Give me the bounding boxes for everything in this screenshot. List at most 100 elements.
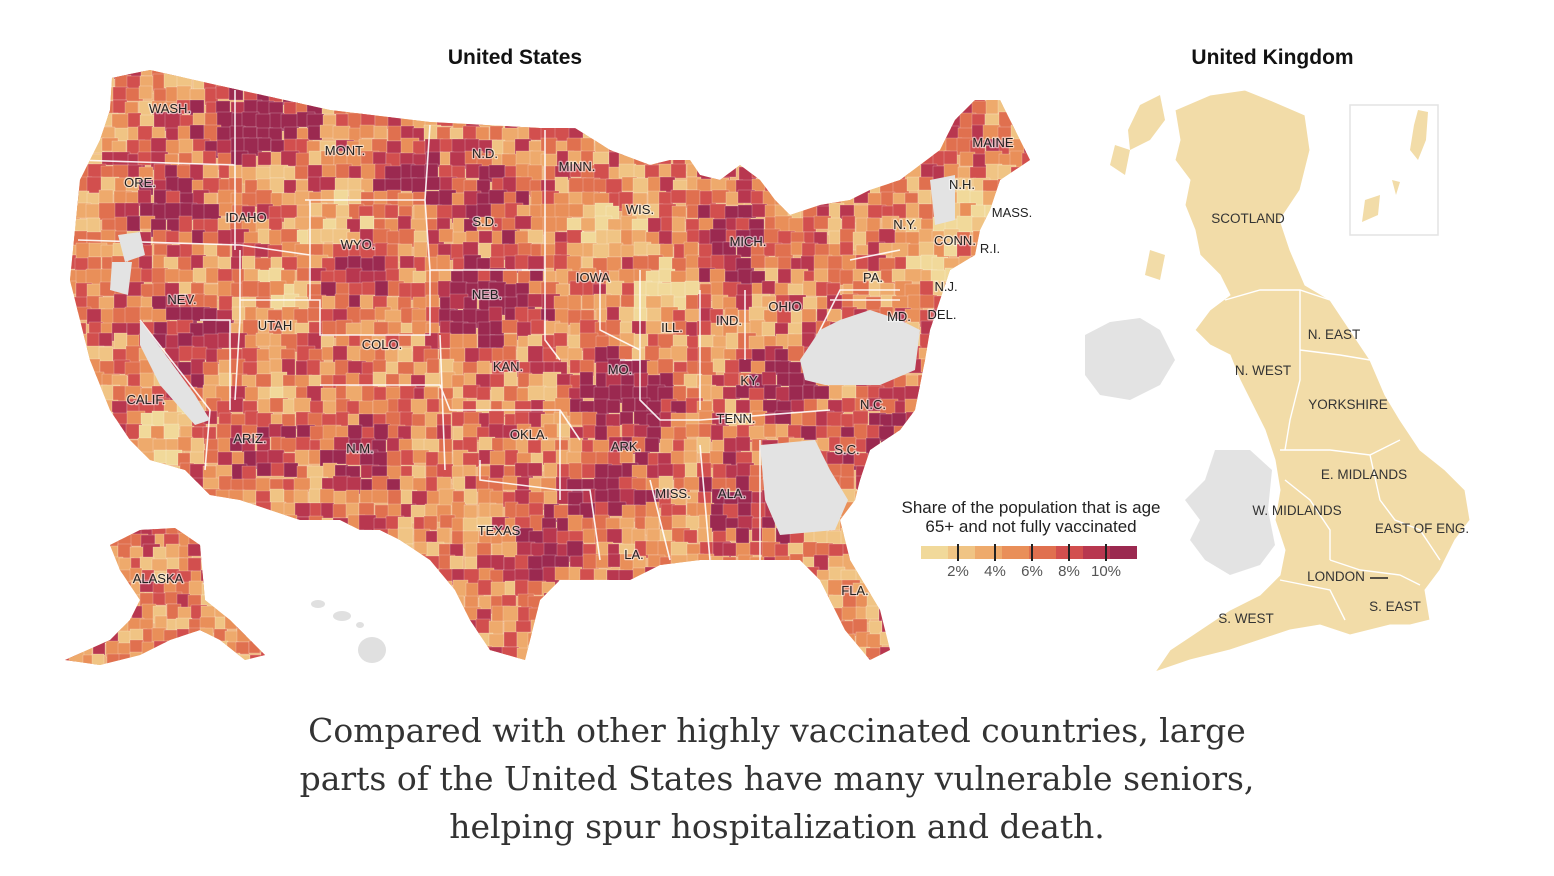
county-cell: [72, 439, 88, 454]
county-cell: [945, 462, 965, 480]
county-cell: [751, 113, 767, 130]
county-cell: [789, 569, 805, 588]
county-cell: [696, 70, 713, 80]
county-cell: [542, 527, 558, 545]
county-cell: [816, 164, 831, 183]
county-cell: [775, 608, 790, 626]
county-cell: [553, 332, 568, 349]
county-cell: [828, 72, 845, 90]
county-cell: [452, 579, 469, 598]
county-cell: [959, 672, 975, 688]
county-cell: [644, 657, 661, 660]
county-cell: [592, 594, 612, 609]
county-cell: [567, 514, 584, 534]
county-cell: [387, 555, 403, 574]
county-cell: [98, 70, 117, 80]
county-cell: [749, 581, 764, 598]
county-cell: [75, 88, 94, 106]
county-cell: [1024, 646, 1030, 660]
county-cell: [74, 218, 89, 233]
county-cell: [125, 501, 144, 519]
county-cell: [944, 619, 959, 639]
state-label: N.D.: [472, 146, 498, 161]
county-cell: [223, 652, 241, 665]
county-cell: [724, 307, 739, 322]
county-cell: [917, 595, 936, 614]
county-cell: [1022, 633, 1030, 651]
county-cell: [374, 242, 389, 258]
county-cell: [103, 567, 118, 584]
county-cell: [127, 491, 146, 506]
county-cell: [749, 74, 769, 91]
county-cell: [673, 567, 691, 585]
county-cell: [764, 112, 781, 131]
county-cell: [1023, 165, 1030, 182]
county-cell: [243, 592, 260, 607]
county-cell: [114, 452, 134, 471]
county-cell: [932, 386, 948, 401]
county-cell: [529, 70, 546, 76]
county-cell: [1022, 75, 1030, 90]
county-cell: [775, 101, 792, 119]
county-cell: [802, 280, 818, 297]
county-cell: [216, 580, 232, 600]
county-cell: [100, 438, 119, 455]
county-cell: [984, 270, 999, 287]
county-cell: [670, 581, 690, 599]
county-cell: [74, 542, 89, 560]
county-cell: [1010, 359, 1028, 374]
county-cell: [958, 412, 976, 428]
county-cell: [983, 593, 999, 613]
county-cell: [283, 554, 300, 572]
county-cell: [236, 627, 254, 643]
county-cell: [711, 608, 731, 625]
county-cell: [462, 436, 478, 453]
county-cell: [619, 111, 637, 128]
county-cell: [320, 673, 333, 689]
county-cell: [852, 70, 868, 80]
county-cell: [1024, 86, 1030, 104]
county-cell: [152, 652, 171, 665]
county-cell: [748, 425, 767, 441]
county-cell: [70, 296, 74, 312]
county-cell: [80, 558, 97, 573]
county-cell: [905, 463, 924, 483]
county-cell: [983, 633, 1001, 653]
county-cell: [1022, 127, 1030, 146]
county-cell: [789, 126, 807, 145]
county-cell: [840, 75, 856, 95]
county-cell: [70, 608, 79, 627]
county-cell: [801, 607, 816, 625]
county-cell: [736, 138, 751, 154]
county-cell: [203, 70, 218, 77]
county-cell: [501, 72, 517, 92]
county-cell: [686, 98, 702, 117]
county-cell: [722, 163, 737, 178]
county-cell: [72, 127, 91, 142]
county-cell: [905, 72, 921, 91]
county-cell: [1011, 385, 1029, 402]
county-cell: [199, 640, 213, 659]
county-cell: [1024, 348, 1030, 368]
county-cell: [945, 647, 961, 660]
county-cell: [880, 101, 895, 120]
county-cell: [248, 591, 263, 607]
county-cell: [399, 411, 414, 428]
county-cell: [748, 335, 767, 352]
county-cell: [398, 658, 415, 660]
county-cell: [632, 74, 652, 89]
county-cell: [237, 654, 251, 665]
county-cell: [749, 631, 766, 647]
county-cell: [748, 645, 768, 660]
county-cell: [164, 465, 183, 484]
county-cell: [918, 124, 933, 139]
county-cell: [270, 582, 285, 602]
county-cell: [542, 634, 559, 651]
county-cell: [737, 70, 757, 80]
county-cell: [956, 423, 972, 443]
county-cell: [709, 151, 724, 171]
county-cell: [100, 618, 119, 637]
county-cell: [294, 216, 311, 231]
county-cell: [65, 593, 72, 608]
county-cell: [200, 528, 217, 537]
